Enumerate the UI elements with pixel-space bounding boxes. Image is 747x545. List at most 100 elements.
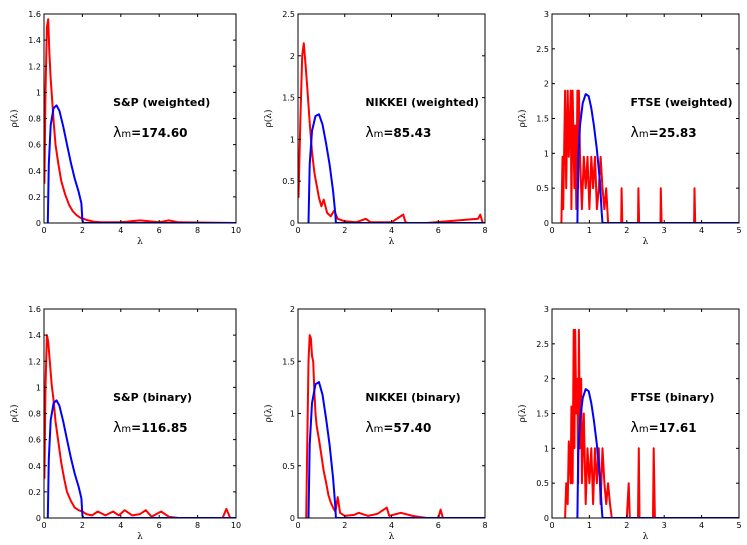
- y-tick-label: 1.6: [28, 10, 41, 19]
- x-tick-label: 6: [157, 226, 162, 235]
- y-tick-label: 0.5: [536, 479, 549, 488]
- y-tick-label: 1: [544, 444, 549, 453]
- lambda-value: =116.85: [131, 421, 187, 435]
- y-tick-label: 0: [544, 514, 549, 523]
- lambda-max-label: λm=17.61: [631, 420, 697, 436]
- lambda-value: =57.40: [383, 421, 431, 435]
- lambda-max-label: λm=116.85: [113, 420, 187, 436]
- y-tick-label: 1: [36, 88, 41, 97]
- x-tick-label: 8: [195, 521, 200, 530]
- x-axis-label: λ: [643, 532, 649, 542]
- x-tick-label: 0: [41, 521, 46, 530]
- lambda-value: =25.83: [649, 126, 697, 140]
- x-tick-label: 0: [549, 226, 554, 235]
- lambda-max-label: λm=174.60: [113, 125, 187, 141]
- series-theory-line: [307, 113, 485, 223]
- y-tick-label: 1.5: [282, 357, 295, 366]
- lambda-subscript: m: [374, 129, 384, 140]
- y-axis-label: ρ(λ): [263, 404, 274, 422]
- plot-frame: [43, 308, 237, 519]
- y-tick-label: 1.4: [28, 36, 41, 45]
- x-tick-label: 0: [549, 521, 554, 530]
- x-tick-label: 0: [295, 521, 300, 530]
- y-tick-label: 0.5: [282, 462, 295, 471]
- y-tick-label: 1.4: [28, 331, 41, 340]
- lambda-symbol: λ: [365, 125, 373, 141]
- y-tick-label: 2: [290, 52, 295, 61]
- dataset-label: NIKKEI (binary): [365, 391, 460, 404]
- x-tick-label: 6: [436, 521, 441, 530]
- x-axis-label: λ: [137, 532, 143, 542]
- y-tick-label: 0: [290, 514, 295, 523]
- y-tick-label: 0.6: [28, 436, 41, 445]
- x-tick-label: 2: [80, 521, 85, 530]
- x-tick-label: 4: [118, 521, 123, 530]
- lambda-value: =85.43: [383, 126, 431, 140]
- x-tick-label: 5: [736, 226, 741, 235]
- x-axis-label: λ: [137, 237, 143, 247]
- lambda-max-label: λm=25.83: [631, 125, 697, 141]
- y-tick-label: 0.4: [28, 167, 41, 176]
- x-tick-label: 4: [699, 521, 704, 530]
- y-tick-label: 2: [290, 305, 295, 314]
- x-tick-label: 10: [231, 521, 241, 530]
- lambda-symbol: λ: [631, 420, 639, 436]
- y-tick-label: 1: [544, 149, 549, 158]
- series-theory-line: [46, 399, 236, 518]
- x-tick-label: 10: [231, 226, 241, 235]
- x-axis-label: λ: [389, 532, 395, 542]
- y-axis-label: ρ(λ): [517, 109, 528, 127]
- y-tick-label: 0: [36, 514, 41, 523]
- x-tick-label: 0: [41, 226, 46, 235]
- lambda-max-label: λm=85.43: [365, 125, 431, 141]
- series-empirical-line: [560, 89, 739, 223]
- series-theory-line: [576, 93, 739, 223]
- series-empirical-line: [44, 18, 236, 223]
- dataset-label: FTSE (binary): [631, 391, 715, 404]
- y-axis-label: ρ(λ): [9, 109, 20, 127]
- y-tick-label: 1.5: [536, 410, 549, 419]
- x-tick-label: 1: [587, 521, 592, 530]
- y-tick-label: 0.5: [282, 177, 295, 186]
- y-tick-label: 0.8: [28, 410, 41, 419]
- lambda-value: =174.60: [131, 126, 187, 140]
- x-tick-label: 6: [436, 226, 441, 235]
- panel-4: 0 2 4 6 8 10 0 0.2 0.4 0.6 0.8 1 1.2 1.4 1.6 λ ρ(λ) S&P (…: [9, 305, 241, 542]
- lambda-subscript: m: [121, 129, 131, 140]
- y-tick-label: 0.2: [28, 488, 41, 497]
- series-empirical-line: [305, 334, 485, 518]
- x-tick-label: 1: [587, 226, 592, 235]
- y-tick-label: 1: [290, 135, 295, 144]
- x-tick-label: 6: [157, 521, 162, 530]
- y-tick-label: 2: [544, 80, 549, 89]
- y-tick-label: 0.6: [28, 141, 41, 150]
- y-tick-label: 1.5: [282, 94, 295, 103]
- x-tick-label: 8: [482, 521, 487, 530]
- y-tick-label: 3: [544, 305, 549, 314]
- dataset-label: NIKKEI (weighted): [365, 96, 479, 109]
- series-empirical-line: [44, 334, 236, 518]
- plot-frame: [43, 13, 237, 224]
- x-axis-label: λ: [643, 237, 649, 247]
- series-theory-line: [46, 104, 236, 223]
- x-tick-label: 3: [662, 226, 667, 235]
- y-tick-label: 1.2: [28, 62, 41, 71]
- y-tick-label: 1.5: [536, 115, 549, 124]
- y-tick-label: 0.4: [28, 462, 41, 471]
- y-tick-label: 2.5: [536, 45, 549, 54]
- y-tick-label: 2.5: [282, 10, 295, 19]
- y-tick-label: 0: [544, 219, 549, 228]
- y-tick-label: 1: [36, 383, 41, 392]
- x-axis-label: λ: [389, 237, 395, 247]
- lambda-value: =17.61: [649, 421, 697, 435]
- panel-1: 0 2 4 6 8 10 0 0.2 0.4 0.6 0.8 1 1.2 1.4 1.6 λ ρ(λ) S&P (…: [9, 10, 241, 247]
- y-axis-label: ρ(λ): [9, 404, 20, 422]
- x-tick-label: 2: [342, 226, 347, 235]
- series-empirical-line: [564, 328, 739, 518]
- x-tick-label: 5: [736, 521, 741, 530]
- lambda-subscript: m: [639, 129, 649, 140]
- x-tick-label: 8: [482, 226, 487, 235]
- lambda-symbol: λ: [113, 125, 121, 141]
